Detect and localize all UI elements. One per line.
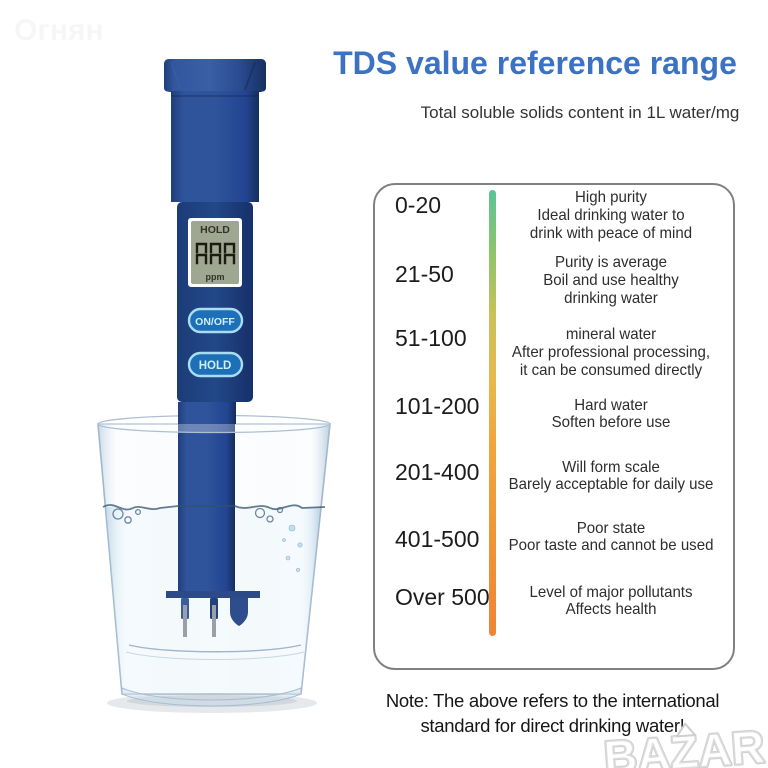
svg-text:ppm: ppm [206, 272, 225, 282]
svg-text:HOLD: HOLD [200, 224, 230, 236]
svg-text:ON/OFF: ON/OFF [195, 316, 235, 328]
svg-text:HOLD: HOLD [199, 360, 232, 372]
